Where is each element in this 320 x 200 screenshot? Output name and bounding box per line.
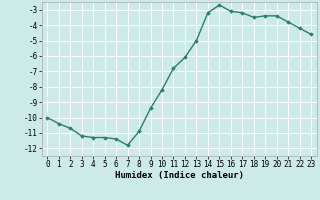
- X-axis label: Humidex (Indice chaleur): Humidex (Indice chaleur): [115, 171, 244, 180]
